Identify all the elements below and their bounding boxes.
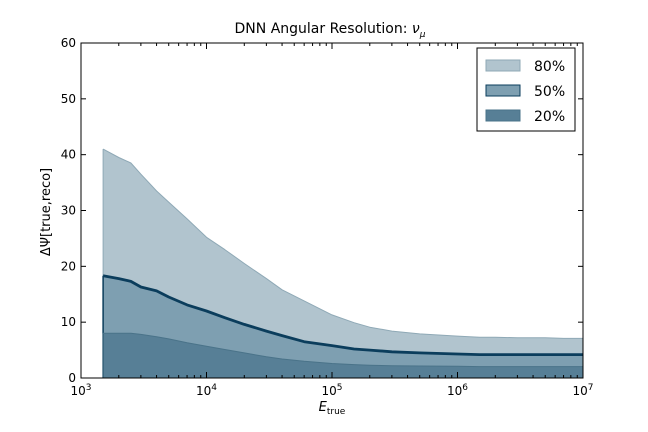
legend-label-80-percent: 80% (534, 59, 565, 75)
legend-swatch-80-percent (485, 59, 521, 72)
legend: 80% 50% 20% (476, 47, 576, 132)
axis-ticks: 0 10 20 30 40 50 60 103 104 105 106 107 (61, 36, 594, 398)
chart-title: DNN Angular Resolution: νμ (235, 21, 426, 40)
y-tick-label: 30 (61, 204, 76, 218)
x-tick-label: 103 (70, 383, 91, 398)
plot-lines (102, 148, 583, 378)
x-tick-label: 104 (196, 383, 217, 398)
line-80-percent (102, 148, 583, 339)
y-tick-label: 20 (61, 259, 76, 273)
y-tick-label: 60 (61, 36, 76, 50)
y-axis-label: ΔΨ[true,reco] (39, 168, 54, 256)
legend-swatch-20-percent (485, 109, 521, 122)
legend-label-20-percent: 20% (534, 109, 565, 125)
x-axis-label: Etrue (319, 400, 346, 417)
line-20-percent (103, 332, 583, 368)
line-50-percent (102, 274, 583, 357)
y-tick-label: 50 (61, 92, 76, 106)
y-tick-label: 0 (68, 371, 76, 385)
x-tick-label: 105 (321, 383, 342, 398)
y-tick-label: 10 (61, 315, 76, 329)
x-tick-label: 106 (447, 383, 468, 398)
x-tick-label: 107 (572, 383, 593, 398)
legend-swatch-50-percent (485, 84, 521, 97)
y-tick-label: 40 (61, 148, 76, 162)
legend-label-50-percent: 50% (534, 84, 565, 100)
